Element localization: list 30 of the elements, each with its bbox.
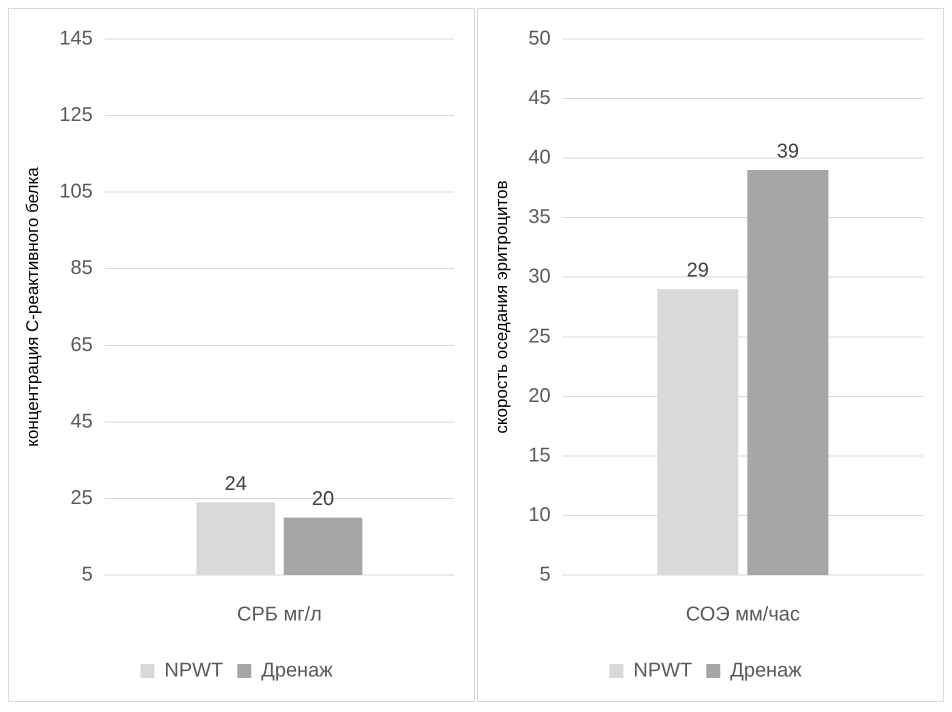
x-tick-label: СОЭ мм/час — [686, 604, 800, 626]
x-tick-label: СРБ мг/л — [237, 604, 322, 626]
legend-label: NPWT — [633, 660, 692, 682]
y-axis-title: концентрация С-реактивного белка — [22, 166, 42, 447]
legend-label: NPWT — [164, 660, 224, 682]
y-tick-label: 105 — [59, 180, 93, 203]
y-tick-label: 5 — [540, 564, 551, 586]
legend-label: Дренаж — [730, 660, 802, 682]
y-tick-label: 145 — [59, 28, 93, 50]
y-tick-label: 65 — [70, 334, 93, 356]
y-tick-label: 25 — [528, 325, 551, 348]
legend-label: Дренаж — [261, 660, 334, 682]
y-tick-label: 50 — [528, 28, 551, 50]
y-tick-label: 20 — [528, 384, 551, 407]
y-tick-label: 35 — [528, 206, 551, 228]
y-tick-label: 85 — [70, 257, 93, 280]
y-tick-label: 40 — [528, 146, 551, 169]
y-tick-label: 10 — [528, 504, 551, 526]
y-tick-label: 5 — [82, 564, 93, 586]
data-label: 39 — [776, 140, 799, 163]
y-tick-label: 45 — [528, 87, 551, 110]
y-tick-label: 30 — [528, 266, 551, 288]
y-tick-label: 45 — [70, 410, 93, 432]
y-tick-label: 25 — [70, 486, 93, 509]
data-label: 24 — [224, 472, 247, 495]
y-axis-title: скорость оседания эритроцитов — [492, 180, 511, 434]
data-label: 29 — [686, 260, 709, 282]
data-label: 20 — [312, 488, 334, 510]
y-tick-label: 125 — [59, 104, 93, 126]
y-tick-label: 15 — [528, 444, 551, 466]
